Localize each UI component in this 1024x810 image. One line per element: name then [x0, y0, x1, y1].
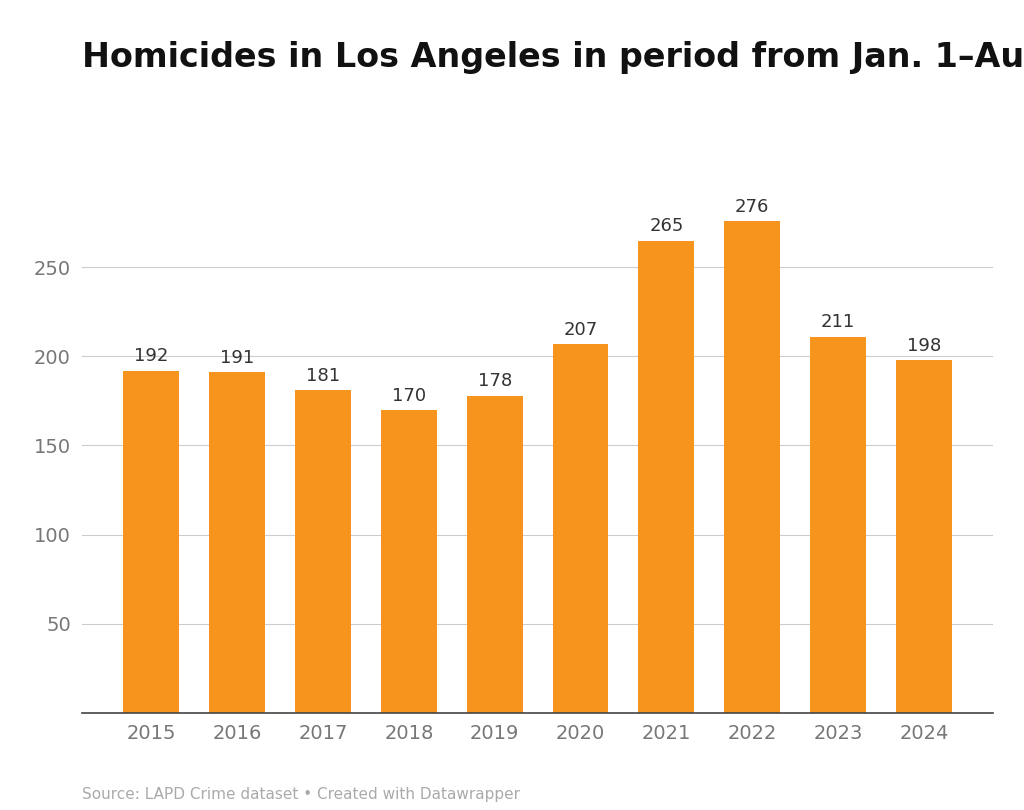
Bar	[639, 241, 694, 713]
Text: 207: 207	[563, 321, 598, 339]
Text: 191: 191	[220, 349, 254, 367]
Bar	[209, 373, 265, 713]
Text: 192: 192	[134, 347, 168, 365]
Bar	[553, 344, 608, 713]
Bar	[295, 390, 351, 713]
Bar	[724, 221, 780, 713]
Text: 276: 276	[735, 198, 769, 215]
Text: 178: 178	[477, 373, 512, 390]
Text: 181: 181	[306, 367, 340, 385]
Text: Homicides in Los Angeles in period from Jan. 1–Aug. 31: Homicides in Los Angeles in period from …	[82, 40, 1024, 74]
Text: 170: 170	[392, 386, 426, 404]
Text: 198: 198	[907, 337, 941, 355]
Bar	[467, 395, 522, 713]
Bar	[810, 337, 866, 713]
Text: 265: 265	[649, 217, 684, 235]
Bar	[896, 360, 952, 713]
Bar	[123, 371, 179, 713]
Text: Source: LAPD Crime dataset • Created with Datawrapper: Source: LAPD Crime dataset • Created wit…	[82, 787, 520, 802]
Bar	[381, 410, 436, 713]
Text: 211: 211	[821, 313, 855, 331]
